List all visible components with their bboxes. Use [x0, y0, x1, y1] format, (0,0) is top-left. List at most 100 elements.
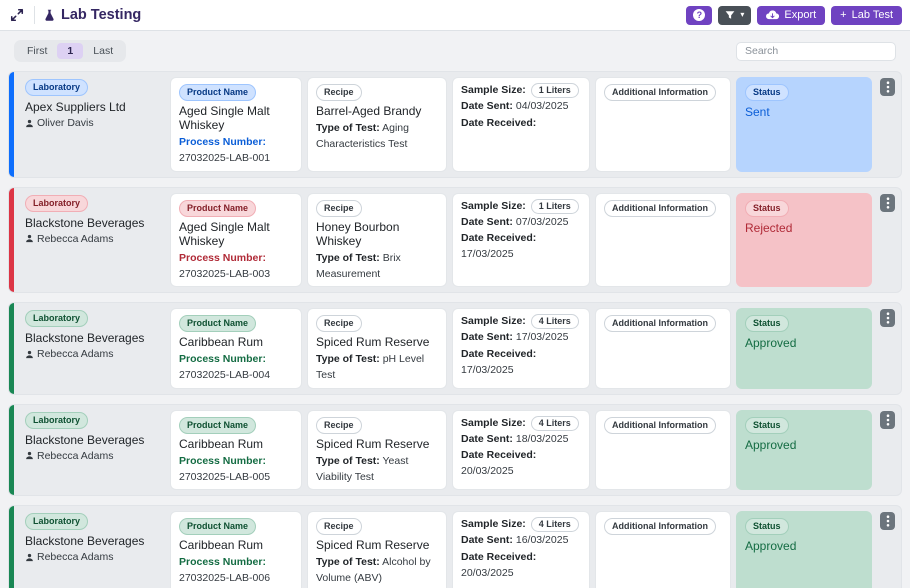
laboratory-cell: Laboratory Blackstone Beverages Rebecca …: [25, 511, 165, 588]
laboratory-cell: Laboratory Blackstone Beverages Rebecca …: [25, 193, 165, 288]
contact-row: Rebecca Adams: [25, 348, 165, 360]
date-sent-row: Date Sent: 07/03/2025: [461, 214, 581, 230]
date-sent-row: Date Sent: 18/03/2025: [461, 431, 581, 447]
date-sent-label: Date Sent:: [461, 331, 513, 344]
additional-information-badge: Additional Information: [604, 518, 716, 536]
date-received-label: Date Received:: [461, 550, 537, 563]
product-name: Caribbean Rum: [179, 538, 264, 553]
process-number-row: Process Number: 27032025-LAB-005: [179, 453, 293, 486]
row-menu-cell: [880, 410, 895, 491]
additional-information-card: Additional Information: [595, 77, 731, 172]
rows-list: Laboratory Apex Suppliers Ltd Oliver Dav…: [8, 71, 902, 588]
search-container: [736, 41, 896, 61]
type-of-test-row: Type of Test: Yeast Viability Test: [316, 453, 438, 486]
date-received-label: Date Received:: [461, 449, 537, 462]
laboratory-cell: Laboratory Blackstone Beverages Rebecca …: [25, 308, 165, 389]
date-received-value: 17/03/2025: [461, 363, 514, 376]
export-label: Export: [784, 9, 817, 21]
row-menu-button[interactable]: [880, 410, 895, 429]
recipe-badge: Recipe: [316, 84, 362, 101]
process-number-value: 27032025-LAB-003: [179, 267, 271, 280]
sample-size-label: Sample Size:: [461, 199, 526, 212]
chevron-down-icon: ▾: [740, 10, 745, 19]
row-menu-button[interactable]: [880, 512, 895, 531]
contact-row: Rebecca Adams: [25, 450, 165, 462]
status-accent-bar: [9, 72, 14, 177]
process-number-value: 27032025-LAB-004: [179, 369, 271, 382]
funnel-icon: [725, 10, 735, 20]
laboratory-name: Apex Suppliers Ltd: [25, 100, 126, 114]
product-name-badge: Product Name: [179, 518, 257, 536]
sample-size-value-badge: 4 Liters: [530, 415, 579, 431]
contact-row: Rebecca Adams: [25, 233, 165, 245]
status-badge: Status: [745, 84, 789, 101]
recipe-badge: Recipe: [316, 518, 362, 536]
additional-information-card: Additional Information: [595, 409, 731, 491]
app-header: Lab Testing ? ▾ Export + Lab Tes: [0, 0, 910, 31]
contact-name: Rebecca Adams: [37, 348, 114, 361]
recipe-name: Honey Bourbon Whiskey: [316, 219, 400, 248]
status-accent-bar: [9, 187, 14, 293]
date-received-label: Date Received:: [461, 347, 537, 360]
status-accent-bar: [9, 404, 14, 496]
sample-size-row: Sample Size: 1 Liters: [461, 82, 581, 98]
sample-size-row: Sample Size: 4 Liters: [461, 415, 581, 431]
date-sent-row: Date Sent: 17/03/2025: [461, 329, 581, 345]
row-menu-button[interactable]: [880, 193, 895, 212]
type-of-test-value: Brix Measurement: [316, 251, 401, 280]
add-lab-test-label: Lab Test: [851, 9, 893, 21]
status-badge: Status: [745, 416, 789, 434]
resize-toggle-button[interactable]: [8, 6, 26, 24]
date-sent-label: Date Sent:: [461, 432, 513, 445]
product-name-badge: Product Name: [179, 199, 257, 217]
row-menu-cell: [880, 511, 895, 588]
pagination-first-button[interactable]: First: [17, 43, 57, 59]
sample-size-row: Sample Size: 4 Liters: [461, 313, 581, 330]
row-menu-button[interactable]: [880, 309, 895, 328]
lab-test-row: Laboratory Apex Suppliers Ltd Oliver Dav…: [8, 71, 902, 178]
type-of-test-value: pH Level Test: [316, 353, 425, 382]
type-of-test-row: Type of Test: Brix Measurement: [316, 250, 438, 283]
date-sent-row: Date Sent: 04/03/2025: [461, 98, 581, 114]
sample-size-label: Sample Size:: [461, 84, 526, 96]
sample-size-row: Sample Size: 4 Liters: [461, 516, 581, 533]
date-sent-label: Date Sent:: [461, 100, 513, 113]
row-menu-button[interactable]: [880, 78, 895, 96]
lab-test-row: Laboratory Blackstone Beverages Rebecca …: [8, 505, 902, 588]
export-button[interactable]: Export: [757, 5, 826, 25]
sample-card: Sample Size: 1 Liters Date Sent: 04/03/2…: [452, 77, 590, 172]
laboratory-name: Blackstone Beverages: [25, 534, 145, 549]
pagination-page-1-button[interactable]: 1: [57, 43, 84, 59]
recipe-card: Recipe Barrel-Aged Brandy Type of Test: …: [307, 77, 447, 172]
status-value: Approved: [745, 539, 797, 554]
date-received-label: Date Received:: [461, 116, 537, 129]
laboratory-badge: Laboratory: [25, 79, 89, 96]
product-name-badge: Product Name: [179, 315, 257, 333]
type-of-test-label: Type of Test:: [316, 122, 380, 134]
main-content: First 1 Last Laboratory Apex Suppliers L…: [0, 31, 910, 588]
date-sent-value: 07/03/2025: [515, 215, 569, 228]
sample-size-value-badge: 4 Liters: [530, 314, 579, 330]
process-number-row: Process Number: 27032025-LAB-006: [179, 554, 293, 587]
date-received-row: Date Received: 20/03/2025: [461, 549, 581, 582]
header-actions: ? ▾ Export + Lab Test: [686, 5, 902, 25]
laboratory-name: Blackstone Beverages: [25, 331, 145, 346]
sample-size-value-badge: 1 Liters: [530, 198, 579, 214]
question-mark-icon: ?: [693, 9, 706, 21]
date-sent-value: 16/03/2025: [515, 534, 569, 547]
pagination-last-button[interactable]: Last: [83, 43, 123, 59]
status-badge: Status: [745, 315, 789, 333]
type-of-test-row: Type of Test: Alcohol by Volume (ABV) Me…: [316, 554, 438, 588]
flask-icon: [43, 8, 56, 22]
product-name-badge: Product Name: [179, 416, 257, 434]
help-button[interactable]: ?: [686, 5, 713, 25]
search-input[interactable]: [736, 41, 896, 61]
contact-name: Rebecca Adams: [37, 449, 114, 462]
process-number-label: Process Number:: [179, 251, 266, 264]
contact-name: Rebecca Adams: [37, 232, 114, 245]
additional-information-card: Additional Information: [595, 511, 731, 588]
status-card: Status Approved: [736, 308, 872, 389]
recipe-card: Recipe Spiced Rum Reserve Type of Test: …: [307, 409, 447, 491]
add-lab-test-button[interactable]: + Lab Test: [831, 5, 902, 25]
filter-dropdown-button[interactable]: ▾: [718, 5, 752, 25]
